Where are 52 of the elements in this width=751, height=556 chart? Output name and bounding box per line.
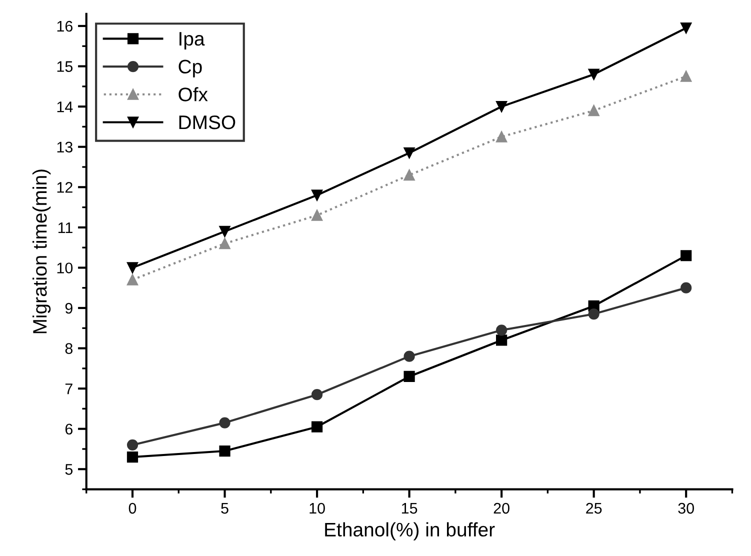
x-tick-label: 0 [128,502,136,514]
point [496,334,508,346]
legend-label: Ofx [178,87,208,102]
point [311,389,323,400]
point [126,274,138,286]
point [588,68,600,80]
point [496,101,508,112]
point [311,190,323,201]
x-axis-title: Ethanol(%) in buffer [325,522,495,540]
point [219,226,230,238]
point [588,105,600,116]
x-tick-label: 25 [586,502,602,514]
point [311,421,323,432]
point [680,250,692,262]
x-tick-label: 30 [678,502,694,514]
y-tick-label: 7 [65,384,72,394]
y-tick-label: 13 [57,142,72,153]
y-tick-label: 11 [58,222,72,233]
point [680,22,692,34]
x-tick-label: 10 [310,502,325,514]
legend-label: DMSO [179,115,236,130]
legend-label: Cp [178,60,202,78]
point [496,324,508,336]
point [496,131,508,142]
point [126,439,138,451]
point [311,210,323,221]
point [126,262,138,274]
point [404,350,415,362]
y-tick-label: 8 [65,343,73,354]
y-axis-title: Migration time(min) [32,170,51,334]
y-tick-label: 5 [65,464,73,475]
point [219,417,230,428]
y-tick-label: 9 [65,302,72,314]
y-tick-label: 16 [57,20,72,32]
point [404,147,415,158]
point [126,451,138,463]
point [404,370,415,382]
point [219,238,230,250]
point [680,70,692,82]
y-tick-label: 10 [57,262,73,274]
x-tick-label: 5 [221,503,228,514]
y-tick-label: 12 [57,182,72,193]
y-tick-label: 15 [57,61,73,72]
x-tick-label: 20 [494,502,510,514]
y-tick-label: 14 [57,102,73,112]
legend-label: Ipa [180,32,205,50]
point [588,308,600,320]
point [404,169,415,181]
y-tick-label: 6 [65,424,72,435]
point [219,445,230,457]
point [680,282,692,294]
x-tick-label: 15 [402,503,418,514]
